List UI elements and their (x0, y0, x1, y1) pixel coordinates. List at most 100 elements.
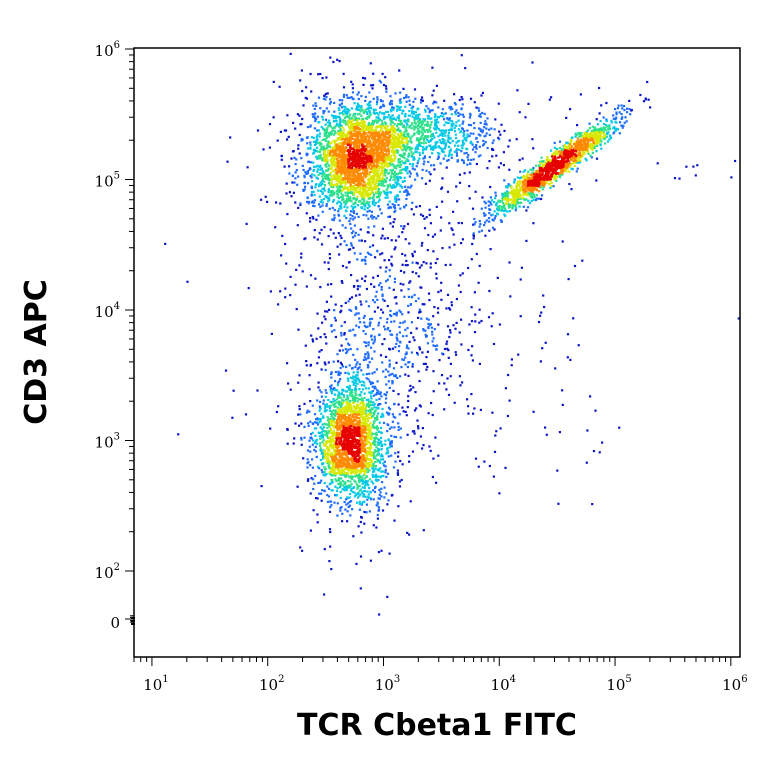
event-dot (444, 112, 447, 115)
event-dot (443, 99, 446, 102)
event-dot (269, 290, 272, 293)
event-dot (432, 250, 435, 253)
event-dot (362, 213, 365, 217)
event-dot (417, 114, 420, 117)
event-dot (319, 72, 322, 76)
event-dot (544, 162, 547, 165)
event-dot (404, 105, 407, 108)
event-dot (592, 144, 595, 148)
event-dot (343, 486, 346, 489)
event-dot (416, 162, 419, 165)
event-dot (372, 498, 375, 501)
event-dot (503, 129, 506, 132)
event-dot (400, 141, 403, 144)
event-dot (312, 140, 315, 143)
event-dot (385, 169, 388, 172)
event-dot (302, 457, 305, 460)
event-dot (366, 111, 369, 114)
event-dot (411, 450, 415, 453)
event-dot (321, 489, 324, 492)
event-dot (507, 204, 510, 207)
event-dot (327, 430, 330, 433)
event-dot (585, 132, 588, 135)
event-dot (426, 350, 429, 353)
event-dot (375, 504, 378, 507)
event-dot (476, 140, 479, 144)
event-dot (268, 146, 271, 149)
event-dot (309, 363, 312, 366)
event-dot (329, 431, 333, 434)
event-dot (505, 197, 508, 200)
event-dot (429, 130, 432, 133)
event-dot (352, 202, 355, 205)
event-dot (361, 277, 364, 280)
event-dot (405, 148, 408, 151)
event-dot (579, 156, 582, 159)
event-dot (328, 510, 332, 513)
event-dot (443, 382, 446, 385)
event-dot (341, 479, 344, 483)
event-dot (421, 351, 424, 354)
event-dot (393, 159, 396, 162)
event-dot (318, 492, 321, 495)
event-dot (320, 434, 323, 437)
event-dot (400, 160, 404, 163)
event-dot (522, 198, 525, 201)
event-dot (358, 113, 361, 116)
event-dot (324, 368, 327, 372)
event-dot (496, 276, 499, 279)
event-dot (349, 222, 352, 226)
event-dot (406, 167, 409, 170)
event-dot (361, 417, 364, 420)
event-dot (321, 321, 324, 324)
event-dot (307, 422, 310, 425)
event-dot (398, 134, 401, 138)
event-dot (383, 460, 386, 463)
event-dot (362, 501, 365, 504)
event-dot (312, 439, 315, 442)
event-dot (334, 125, 337, 128)
event-dot (356, 285, 360, 288)
event-dot (377, 188, 380, 191)
event-dot (328, 257, 332, 260)
event-dot (558, 140, 562, 143)
event-dot (379, 317, 382, 320)
event-dot (331, 433, 334, 436)
event-dot (376, 428, 379, 431)
event-dot (403, 271, 406, 274)
event-dot (377, 390, 380, 393)
event-dot (411, 363, 414, 366)
event-dot (328, 102, 332, 105)
event-dot (344, 226, 347, 229)
event-dot (404, 137, 407, 140)
event-dot (604, 134, 607, 137)
event-dot (449, 308, 452, 311)
event-dot (441, 352, 444, 355)
event-dot (363, 198, 366, 201)
event-dot (357, 97, 360, 101)
event-dot (328, 528, 332, 531)
event-dot (414, 125, 417, 128)
event-dot (532, 222, 535, 225)
event-dot (354, 118, 357, 121)
event-dot (332, 198, 335, 202)
event-dot (286, 442, 289, 445)
event-dot (392, 389, 395, 392)
event-dot (334, 433, 337, 436)
event-dot (324, 363, 327, 366)
event-dot (398, 123, 401, 126)
event-dot (326, 405, 329, 408)
event-dot (445, 388, 448, 391)
event-dot (318, 431, 322, 435)
event-dot (385, 266, 388, 269)
event-dot (305, 411, 309, 414)
event-dot (335, 472, 338, 475)
event-dot (439, 289, 442, 292)
event-dot (341, 484, 344, 487)
event-dot (423, 120, 426, 123)
event-dot (419, 101, 423, 104)
event-dot (349, 127, 352, 130)
event-dot (334, 335, 337, 339)
event-dot (352, 471, 355, 474)
event-dot (434, 114, 437, 117)
